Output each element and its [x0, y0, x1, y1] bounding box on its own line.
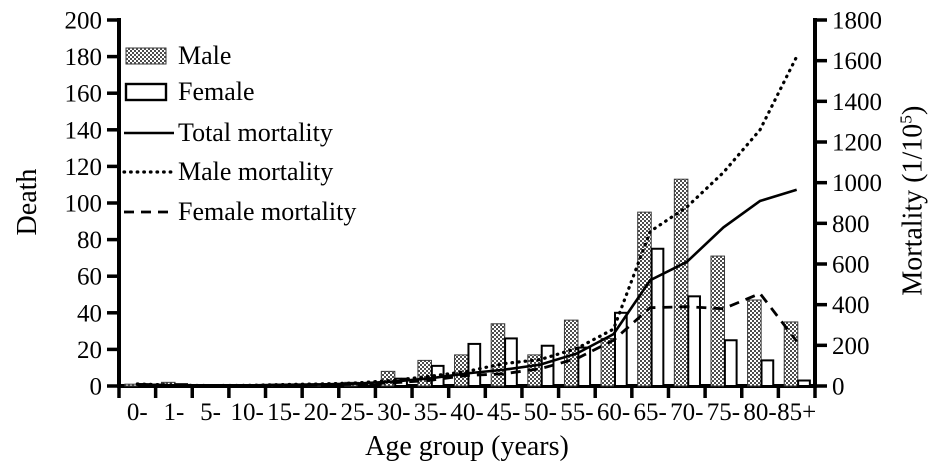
- legend-label-male-mortality: Male mortality: [178, 157, 334, 186]
- female-bar-75-: [723, 339, 738, 387]
- x-axis-category-label: 35-: [414, 399, 447, 426]
- female-bar-80-: [760, 359, 775, 388]
- female-bar-40-: [467, 342, 482, 388]
- male-mortality-line: [135, 54, 799, 388]
- right-axis-tick-label: 0: [832, 374, 845, 401]
- left-axis-tick-label: 120: [65, 154, 103, 181]
- right-axis-tick-label: 800: [832, 211, 870, 238]
- legend-swatch-male-bar: [125, 47, 167, 65]
- right-axis-title-superscript: 5: [896, 115, 916, 124]
- x-axis-category-label: 55-: [560, 399, 593, 426]
- x-axis-category-label: 75-: [707, 399, 740, 426]
- right-axis-title: Mortality (1/105): [896, 41, 929, 361]
- left-axis-tick-label: 140: [65, 117, 103, 144]
- right-axis-title-text: Mortality (1/10: [897, 123, 929, 296]
- male-bar-70-: [673, 178, 689, 387]
- x-axis-category-label: 65-: [633, 399, 666, 426]
- left-axis-tick-label: 200: [65, 8, 103, 35]
- x-axis-category-label: 20-: [304, 399, 337, 426]
- right-axis-tick-label: 1200: [832, 130, 882, 157]
- right-axis-title-close: ): [897, 105, 929, 116]
- right-axis-tick-label: 1600: [832, 48, 882, 75]
- x-axis-category-label: 30-: [377, 399, 410, 426]
- x-axis-category-label: 70-: [670, 399, 703, 426]
- x-axis-category-label: 25-: [340, 399, 373, 426]
- x-axis-category-label: 45-: [487, 399, 520, 426]
- x-axis-category-label: 60-: [597, 399, 630, 426]
- left-axis-tick-label: 80: [77, 227, 102, 254]
- left-axis-tick-label: 20: [77, 337, 102, 364]
- lines-layer: [135, 54, 799, 388]
- x-axis-category-label: 50-: [524, 399, 557, 426]
- x-axis-category-label: 80-: [743, 399, 776, 426]
- female-bar-85+: [797, 379, 811, 388]
- left-axis-title: Death: [12, 168, 43, 236]
- left-axis-tick-label: 0: [90, 374, 103, 401]
- female-bar-70-: [687, 295, 701, 387]
- male-bar-75-: [710, 255, 726, 387]
- x-axis-category-label: 15-: [267, 399, 300, 426]
- legend-label-male: Male: [178, 41, 232, 70]
- x-axis-category-label: 10-: [231, 399, 264, 426]
- legend-swatch-female-bar: [124, 82, 168, 102]
- male-bar-65-: [637, 211, 652, 387]
- legend-label-female: Female: [178, 77, 255, 106]
- x-axis-title: Age group (years): [365, 431, 569, 462]
- male-bar-80-: [747, 299, 762, 387]
- right-axis-tick-label: 200: [832, 333, 870, 360]
- legend-label-female-mortality: Female mortality: [178, 197, 357, 226]
- right-axis-tick-label: 600: [832, 252, 870, 279]
- female-bar-55-: [577, 346, 592, 388]
- male-bar-85+: [783, 321, 799, 387]
- male-bar-60-: [600, 337, 616, 387]
- male-bar-35-: [417, 359, 432, 387]
- left-axis-tick-label: 180: [65, 44, 103, 71]
- left-axis-tick-label: 100: [65, 191, 103, 218]
- right-axis-tick-label: 1400: [832, 89, 882, 116]
- legend-label-total-mortality: Total mortality: [178, 118, 333, 147]
- right-axis-tick-label: 1800: [832, 8, 882, 35]
- right-axis-tick-label: 1000: [832, 170, 882, 197]
- x-axis-category-label: 85+: [777, 399, 816, 426]
- female-bar-65-: [650, 247, 665, 387]
- female-mortality-line: [137, 291, 798, 388]
- axes-layer: 0 20 40 60 80 100 120 140 160 180 200 0 200 400 600 800…: [65, 8, 883, 427]
- x-axis-category-label: 0-: [127, 399, 148, 426]
- legend-swatch-layer: [122, 47, 176, 214]
- x-axis-category-label: 5-: [200, 399, 221, 426]
- right-axis-tick-label: 400: [832, 292, 870, 319]
- x-axis-category-label: 40-: [450, 399, 483, 426]
- left-axis-tick-label: 40: [77, 300, 102, 327]
- left-axis-tick-label: 60: [77, 264, 102, 291]
- male-bar-45-: [490, 323, 506, 387]
- left-axis-tick-label: 160: [65, 81, 103, 108]
- x-axis-category-label: 1-: [164, 399, 185, 426]
